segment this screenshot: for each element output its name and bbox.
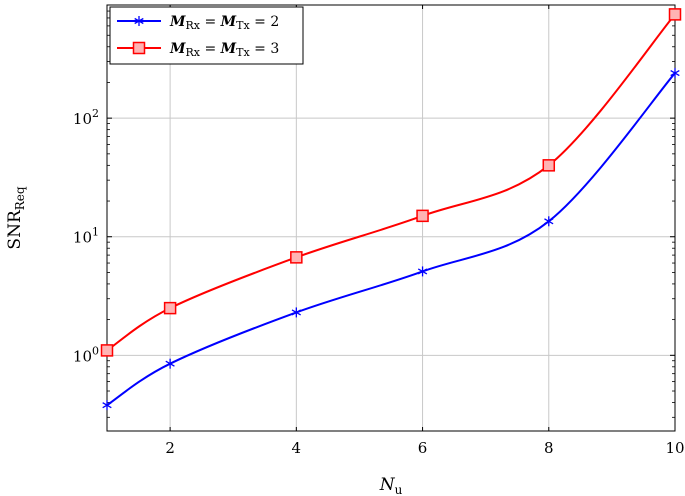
grid	[107, 5, 676, 431]
series-1	[102, 68, 680, 411]
legend-entry-1: MRx = MTx = 2	[117, 14, 279, 32]
series-1-point	[544, 216, 554, 227]
y-tick-label: 102	[73, 107, 99, 128]
y-axis-label: SNRReq	[5, 186, 27, 249]
legend-swatch-marker	[132, 41, 146, 55]
series-group	[100, 8, 682, 411]
series-2-line	[106, 13, 676, 352]
x-tick-label: 10	[665, 439, 684, 457]
series-1-point	[417, 266, 428, 277]
y-tick-label: 100	[73, 344, 99, 365]
series-2-point	[416, 209, 429, 223]
x-tick-label: 4	[292, 439, 302, 457]
legend-swatch-marker	[134, 16, 144, 26]
series-2-point	[290, 251, 303, 264]
series-2-point	[668, 8, 682, 21]
legend: MRx = MTx = 2 MRx = MTx = 3	[109, 6, 304, 65]
x-axis-label: Nu	[379, 475, 403, 496]
legend-label: MRx = MTx = 3	[169, 41, 279, 59]
series-1-point	[670, 68, 680, 79]
x-tick-label: 2	[165, 439, 175, 457]
series-2-point	[100, 344, 114, 357]
legend-box	[109, 6, 304, 65]
series-1-point	[291, 307, 301, 318]
legend-label: MRx = MTx = 2	[169, 14, 279, 32]
y-tick-label: 101	[73, 226, 99, 247]
x-tick-label: 6	[418, 439, 428, 457]
x-tick-label: 8	[544, 439, 554, 457]
series-1-point	[102, 400, 112, 411]
series-2-point	[163, 301, 177, 315]
series-2-point	[542, 159, 556, 172]
legend-entry-2: MRx = MTx = 3	[117, 41, 279, 59]
series-2	[100, 8, 682, 357]
series-1-point	[165, 358, 175, 369]
axis-ticks: 2 4 6 8 10 100 101 102	[73, 4, 685, 457]
plot-frame	[106, 4, 676, 432]
